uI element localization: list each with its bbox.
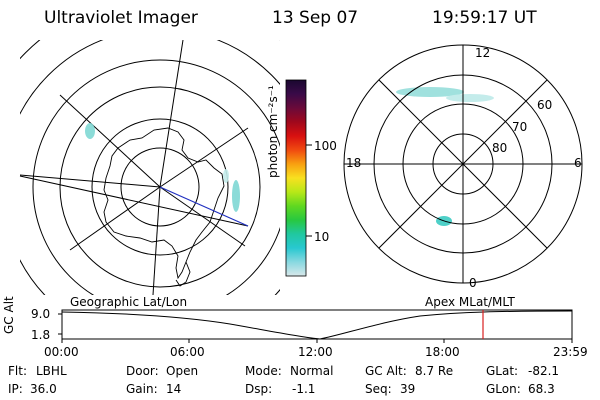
- meridian-line: [159, 40, 184, 188]
- gcalt-label: GC Alt:: [365, 364, 407, 378]
- gcalt-value: 8.7 Re: [415, 364, 454, 378]
- colorbar-unit-text: photon cm⁻²s⁻¹: [266, 85, 280, 178]
- apex-caption: Apex MLat/MLT: [425, 295, 515, 309]
- door-value: Open: [166, 364, 199, 378]
- gain-value: 14: [166, 382, 182, 396]
- mode-label: Mode:: [245, 364, 282, 378]
- altitude-xtick: 18:00: [425, 345, 460, 359]
- ip-value: 36.0: [30, 382, 57, 396]
- meridian-line: [20, 174, 161, 188]
- mlat-label-60: 60: [537, 98, 553, 112]
- meridian-line: [159, 127, 249, 188]
- seq-label: Seq:: [365, 382, 392, 396]
- door-label: Door:: [126, 364, 159, 378]
- gain-label: Gain:: [126, 382, 158, 396]
- latitude-circle: [32, 59, 280, 295]
- sun-direction-line: [159, 186, 249, 227]
- antarctic-peninsula: [175, 261, 191, 287]
- altitude-panel: [58, 309, 573, 343]
- geographic-map: [19, 40, 280, 295]
- mode-value: Normal: [290, 364, 334, 378]
- mlt-label-0: 0: [469, 276, 477, 290]
- colorbar-tick-label: 10: [314, 230, 330, 244]
- dsp-value: -1.1: [292, 382, 316, 396]
- antarctica-coastline: [103, 127, 225, 280]
- altitude-xtick: 06:00: [170, 345, 205, 359]
- glat-value: -82.1: [528, 364, 560, 378]
- colorbar-scale: [285, 79, 307, 277]
- geographic-caption: Geographic Lat/Lon: [70, 295, 188, 309]
- glon-label: GLon:: [486, 382, 521, 396]
- mlt-label-18: 18: [346, 156, 362, 170]
- seq-value: 39: [400, 382, 416, 396]
- altitude-ylabel: GC Alt: [2, 296, 16, 334]
- glat-label: GLat:: [486, 364, 519, 378]
- glon-value: 68.3: [528, 382, 555, 396]
- mlt-label-12: 12: [475, 46, 491, 60]
- ip-label: IP:: [8, 382, 23, 396]
- aurora-emission: [396, 87, 464, 97]
- altitude-xtick: 23:59: [553, 345, 588, 359]
- mlt-line: [378, 79, 548, 249]
- date-label: 13 Sep 07: [272, 8, 359, 28]
- aurora-emission: [85, 123, 240, 212]
- flt-label: Flt:: [8, 364, 27, 378]
- colorbar: [285, 79, 312, 277]
- terminator-line: [19, 175, 249, 227]
- dsp-label: Dsp:: [245, 382, 273, 396]
- mlat-label-80: 80: [492, 141, 508, 155]
- magnetic-map: [343, 44, 583, 284]
- altitude-ytick: 9.0: [31, 307, 51, 321]
- latitude-circle: [91, 118, 229, 256]
- latitude-circle: [120, 147, 200, 227]
- aurora-emission: [446, 94, 494, 102]
- colorbar-tick-label: 100: [314, 139, 337, 153]
- altitude-xtick: 00:00: [44, 345, 79, 359]
- meridian-line: [59, 94, 161, 188]
- altitude-curve: [61, 310, 573, 340]
- instrument-title: Ultraviolet Imager: [44, 8, 198, 28]
- colorbar-unit-label: photon cm⁻²s⁻¹: [266, 85, 280, 178]
- latitude-circle: [59, 86, 261, 288]
- altitude-xtick: 12:00: [298, 345, 333, 359]
- time-label: 19:59:17 UT: [432, 8, 537, 28]
- meridian-line: [69, 186, 161, 251]
- altitude-ytick: 1.8: [31, 328, 51, 342]
- mlt-label-6: 6: [574, 156, 582, 170]
- mlat-label-70: 70: [512, 120, 528, 134]
- flt-value: LBHL: [36, 364, 67, 378]
